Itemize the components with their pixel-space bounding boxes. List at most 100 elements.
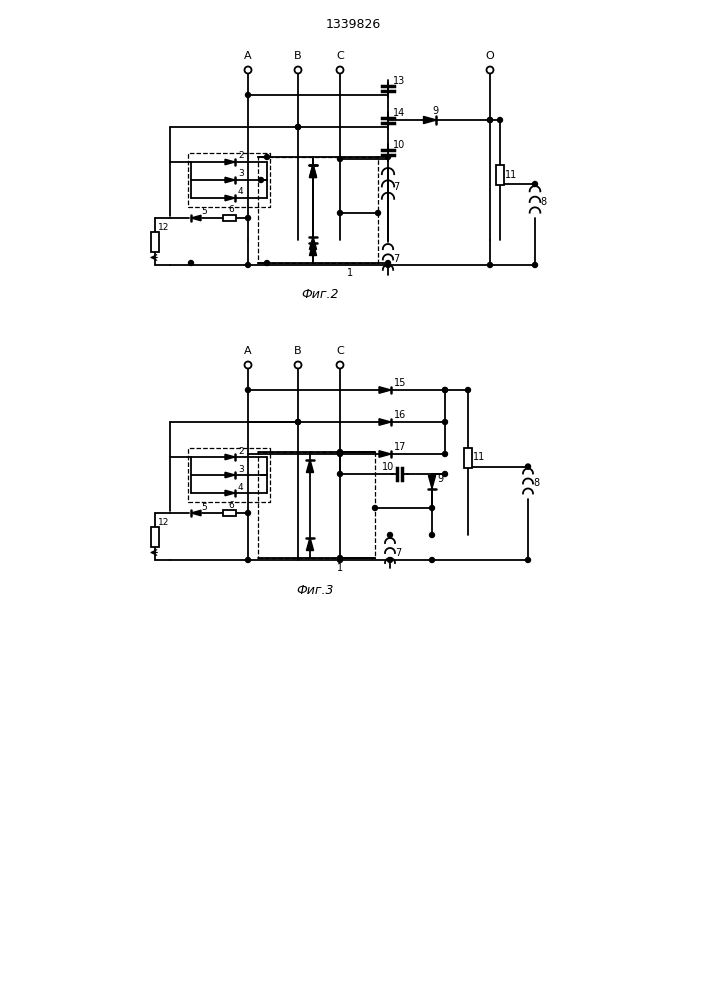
Text: 7: 7 (393, 253, 399, 263)
Circle shape (443, 387, 448, 392)
Bar (223, 215, 237, 221)
Circle shape (264, 154, 269, 159)
Text: A: A (244, 346, 252, 356)
Text: 14: 14 (393, 108, 405, 118)
Polygon shape (428, 476, 436, 488)
Text: 10: 10 (393, 140, 405, 150)
Polygon shape (306, 538, 314, 550)
Circle shape (443, 387, 448, 392)
Text: O: O (486, 51, 494, 61)
Circle shape (385, 262, 390, 267)
Text: 15: 15 (394, 378, 407, 388)
Circle shape (264, 260, 269, 265)
Bar (223, 510, 237, 516)
Circle shape (245, 361, 252, 368)
Circle shape (525, 464, 530, 469)
Circle shape (295, 361, 301, 368)
Text: 17: 17 (394, 442, 407, 452)
Polygon shape (379, 419, 391, 425)
Text: B: B (294, 51, 302, 61)
Circle shape (486, 66, 493, 74)
Text: 13: 13 (393, 76, 405, 86)
Circle shape (245, 216, 250, 221)
Text: 7: 7 (395, 548, 402, 558)
Text: 1: 1 (337, 563, 343, 573)
Text: 12: 12 (158, 518, 170, 527)
Text: 7: 7 (393, 182, 399, 192)
Circle shape (429, 558, 435, 562)
Circle shape (245, 262, 250, 267)
Circle shape (296, 420, 300, 424)
Polygon shape (191, 510, 201, 516)
Text: 8: 8 (540, 197, 546, 207)
Circle shape (387, 532, 392, 538)
Polygon shape (310, 236, 317, 249)
Text: Фиг.3: Фиг.3 (296, 584, 334, 596)
Text: 1: 1 (347, 268, 353, 278)
Text: 5: 5 (201, 208, 206, 217)
Polygon shape (225, 177, 235, 183)
Text: 6: 6 (228, 500, 234, 510)
Polygon shape (191, 215, 201, 221)
Circle shape (429, 532, 435, 538)
Circle shape (525, 558, 530, 562)
Polygon shape (225, 472, 235, 478)
Bar (464, 448, 472, 468)
Circle shape (443, 472, 448, 477)
Text: 4: 4 (238, 188, 244, 196)
Text: 5: 5 (201, 502, 206, 512)
Text: B: B (294, 346, 302, 356)
Text: 1339826: 1339826 (325, 18, 380, 31)
Circle shape (337, 558, 342, 562)
Polygon shape (225, 159, 235, 165)
Circle shape (337, 66, 344, 74)
Circle shape (532, 182, 537, 186)
Circle shape (488, 117, 493, 122)
Bar (496, 165, 504, 185)
Circle shape (189, 260, 194, 265)
Text: 3: 3 (238, 464, 244, 474)
Circle shape (373, 506, 378, 510)
Text: 9: 9 (432, 106, 438, 116)
Bar (151, 526, 159, 546)
Circle shape (465, 387, 470, 392)
Polygon shape (225, 490, 235, 496)
Polygon shape (423, 116, 436, 124)
Circle shape (337, 361, 344, 368)
Text: 4: 4 (238, 483, 244, 491)
Polygon shape (310, 242, 317, 255)
Text: 10: 10 (382, 462, 395, 472)
Circle shape (337, 211, 342, 216)
Circle shape (337, 452, 342, 456)
Polygon shape (306, 460, 314, 473)
Circle shape (498, 117, 503, 122)
Polygon shape (379, 387, 391, 393)
Circle shape (337, 450, 342, 454)
Circle shape (245, 387, 250, 392)
Circle shape (245, 93, 250, 98)
Circle shape (245, 66, 252, 74)
Bar (151, 232, 159, 251)
Circle shape (337, 472, 342, 477)
Text: A: A (244, 51, 252, 61)
Circle shape (375, 211, 380, 216)
Text: 2: 2 (238, 151, 244, 160)
Text: 3: 3 (238, 169, 244, 178)
Circle shape (296, 124, 300, 129)
Text: Фиг.2: Фиг.2 (301, 288, 339, 302)
Circle shape (295, 66, 301, 74)
Circle shape (443, 420, 448, 424)
Circle shape (385, 260, 390, 265)
Circle shape (429, 506, 435, 510)
Circle shape (443, 452, 448, 456)
Text: 11: 11 (473, 452, 485, 462)
Circle shape (387, 558, 392, 562)
Circle shape (296, 124, 300, 129)
Text: C: C (336, 51, 344, 61)
Polygon shape (310, 164, 317, 178)
Text: 2: 2 (238, 446, 244, 456)
Text: 11: 11 (505, 170, 518, 180)
Circle shape (245, 510, 250, 516)
Text: 12: 12 (158, 223, 170, 232)
Polygon shape (225, 195, 235, 201)
